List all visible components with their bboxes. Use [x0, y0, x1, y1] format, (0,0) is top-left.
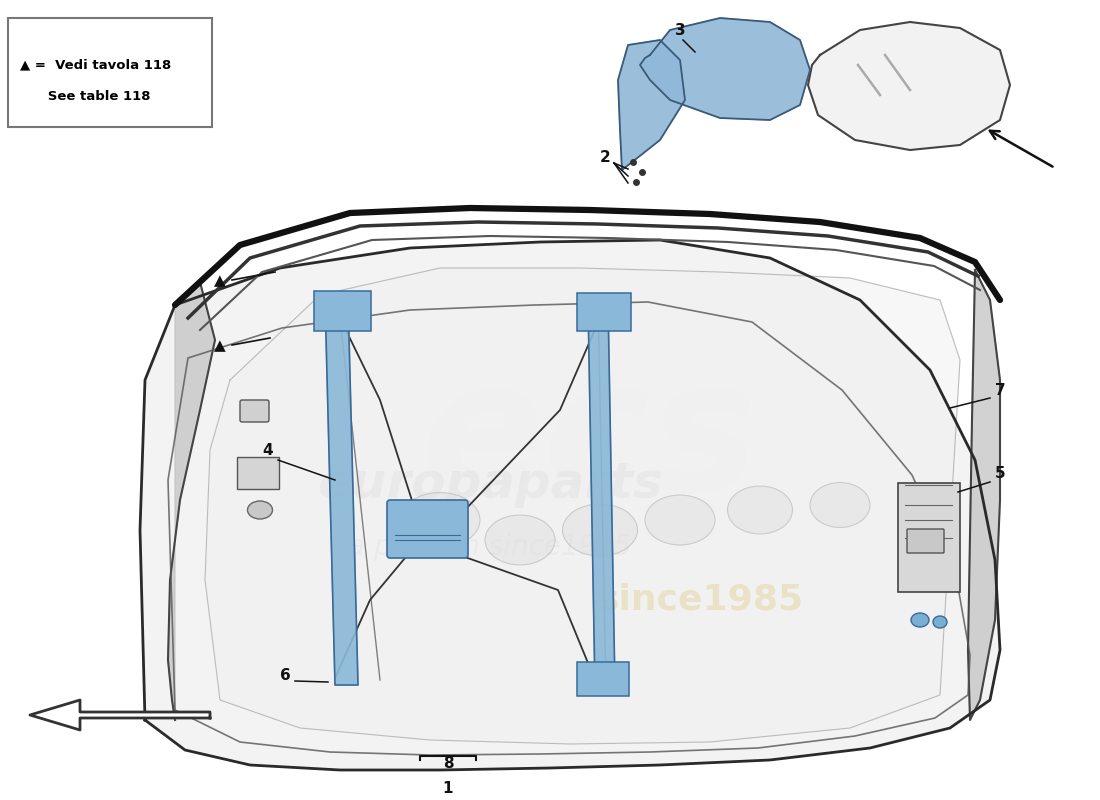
FancyBboxPatch shape: [314, 291, 371, 331]
Polygon shape: [588, 302, 615, 688]
FancyBboxPatch shape: [898, 483, 960, 592]
Text: a passion since1985: a passion since1985: [349, 533, 631, 561]
Text: 5: 5: [994, 466, 1005, 481]
Ellipse shape: [911, 613, 930, 627]
FancyBboxPatch shape: [578, 293, 631, 331]
Polygon shape: [30, 700, 210, 730]
Text: ▲: ▲: [214, 273, 225, 288]
Text: europaparts: europaparts: [317, 460, 663, 508]
FancyBboxPatch shape: [8, 18, 212, 127]
Ellipse shape: [645, 495, 715, 545]
Ellipse shape: [248, 501, 273, 519]
Text: 2: 2: [600, 150, 610, 165]
Ellipse shape: [400, 493, 480, 547]
FancyBboxPatch shape: [578, 662, 629, 696]
Ellipse shape: [727, 486, 792, 534]
Polygon shape: [168, 282, 214, 720]
Ellipse shape: [810, 482, 870, 527]
Text: 1: 1: [442, 781, 453, 796]
FancyBboxPatch shape: [387, 500, 468, 558]
Text: ecs: ecs: [421, 352, 758, 528]
FancyBboxPatch shape: [236, 457, 279, 489]
Polygon shape: [618, 40, 685, 170]
Polygon shape: [640, 18, 810, 120]
Text: 4: 4: [263, 443, 273, 458]
Polygon shape: [808, 22, 1010, 150]
Polygon shape: [324, 298, 358, 685]
Polygon shape: [205, 268, 960, 744]
Text: 3: 3: [674, 23, 685, 38]
Polygon shape: [140, 240, 1000, 770]
FancyBboxPatch shape: [908, 529, 944, 553]
Text: 6: 6: [279, 668, 290, 683]
Ellipse shape: [933, 616, 947, 628]
Text: 7: 7: [994, 383, 1005, 398]
Text: 8: 8: [442, 756, 453, 771]
Ellipse shape: [562, 504, 638, 556]
Ellipse shape: [485, 515, 556, 565]
FancyBboxPatch shape: [240, 400, 270, 422]
Text: See table 118: See table 118: [20, 90, 151, 103]
Text: ▲: ▲: [214, 338, 225, 353]
Text: ▲ =  Vedi tavola 118: ▲ = Vedi tavola 118: [20, 58, 172, 71]
Text: since1985: since1985: [597, 583, 803, 617]
Polygon shape: [968, 270, 1000, 720]
